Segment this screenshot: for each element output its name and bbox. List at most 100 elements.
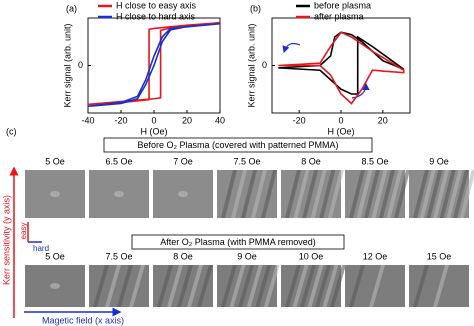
domain-stripe bbox=[349, 170, 365, 218]
loop-line bbox=[278, 31, 405, 95]
domain-stripe bbox=[330, 265, 346, 307]
domain-stripe bbox=[386, 170, 403, 218]
kerr-image bbox=[409, 170, 474, 218]
kerr-image bbox=[217, 170, 277, 218]
field-label: 12 Oe bbox=[363, 251, 388, 261]
kerr-image bbox=[281, 170, 344, 218]
sweep-arrow bbox=[282, 42, 301, 54]
domain-stripe bbox=[453, 170, 469, 218]
y-axis-label: Kerr signal (arb. unit) bbox=[246, 23, 256, 107]
x-tick-label: -20 bbox=[114, 115, 127, 125]
field-label: 9 Oe bbox=[237, 251, 257, 261]
domain-stripe bbox=[263, 265, 280, 307]
domain-stripe bbox=[394, 170, 410, 218]
kerr-image bbox=[345, 265, 405, 307]
kerr-image bbox=[89, 170, 149, 218]
domain-stripe bbox=[93, 265, 109, 307]
domain-stripe bbox=[255, 265, 272, 307]
domain-stripe bbox=[105, 265, 121, 307]
domain-stripe bbox=[379, 170, 395, 218]
hard-label: hard bbox=[33, 244, 49, 253]
domain-stripe bbox=[251, 170, 267, 218]
field-label: 7 Oe bbox=[173, 156, 193, 166]
domain-stripe bbox=[261, 170, 277, 218]
field-label: 7.5 Oe bbox=[105, 251, 132, 261]
domain-stripe bbox=[285, 265, 301, 307]
x-tick-label: -20 bbox=[293, 115, 306, 125]
loop-line bbox=[87, 21, 221, 106]
domain-spot bbox=[114, 191, 124, 197]
field-label: 5 Oe bbox=[45, 251, 65, 261]
legend-label: before plasma bbox=[314, 0, 371, 10]
domain-stripe bbox=[157, 265, 173, 307]
kerr-image bbox=[25, 170, 85, 218]
legend-label: H close to easy axis bbox=[116, 0, 197, 10]
field-label: 10 Oe bbox=[299, 251, 324, 261]
domain-stripe bbox=[177, 265, 193, 307]
domain-stripe bbox=[229, 265, 246, 307]
domain-stripe bbox=[413, 265, 429, 307]
y-arrow-label: Kerr sensitivity (y axis) bbox=[1, 195, 11, 285]
domain-stripe bbox=[315, 265, 331, 307]
x-tick-label: 20 bbox=[182, 115, 192, 125]
domain-stripe bbox=[285, 170, 301, 218]
domain-stripe bbox=[459, 170, 474, 218]
y-tick-label: 0 bbox=[262, 60, 267, 70]
kerr-image bbox=[153, 170, 213, 218]
domain-stripe bbox=[356, 170, 373, 218]
x-axis-label: H (Oe) bbox=[141, 126, 168, 136]
domain-stripe bbox=[307, 265, 324, 307]
domain-spot bbox=[178, 191, 188, 197]
panel-label: (b) bbox=[250, 3, 261, 13]
field-label: 9 Oe bbox=[429, 156, 449, 166]
sweep-arrow bbox=[351, 82, 370, 99]
kerr-image bbox=[217, 265, 280, 307]
x-tick-label: 20 bbox=[378, 115, 388, 125]
field-label: 6.5 Oe bbox=[105, 156, 132, 166]
domain-stripe bbox=[433, 265, 449, 307]
domain-stripe bbox=[439, 170, 456, 218]
x-tick-label: -40 bbox=[81, 115, 94, 125]
domain-stripe bbox=[319, 170, 336, 218]
kerr-image bbox=[25, 265, 85, 307]
kerr-image bbox=[409, 265, 469, 307]
y-tick-label: 0 bbox=[78, 60, 83, 70]
domain-stripe bbox=[433, 170, 449, 218]
domain-stripe bbox=[117, 265, 133, 307]
x-tick-label: 0 bbox=[338, 115, 343, 125]
domain-stripe bbox=[413, 170, 429, 218]
field-label: 8 Oe bbox=[301, 156, 321, 166]
domain-stripe bbox=[302, 170, 319, 218]
domain-stripe bbox=[292, 265, 309, 307]
domain-stripe bbox=[187, 265, 203, 307]
y-axis-label: Kerr signal (arb. unit) bbox=[62, 23, 72, 107]
domain-stripe bbox=[221, 170, 237, 218]
loop-line bbox=[278, 31, 405, 105]
title-box bbox=[103, 137, 373, 153]
x-axis-label: H (Oe) bbox=[328, 126, 355, 136]
domain-stripe bbox=[446, 170, 463, 218]
row-title: After O₂ Plasma (with PMMA removed) bbox=[160, 237, 316, 247]
domain-stripe bbox=[322, 265, 339, 307]
domain-stripe bbox=[310, 170, 327, 218]
domain-stripe bbox=[241, 170, 257, 218]
kerr-image bbox=[153, 265, 213, 307]
domain-stripe bbox=[349, 265, 365, 307]
domain-stripe bbox=[167, 265, 183, 307]
panel-label: (c) bbox=[6, 126, 17, 136]
field-label: 7.5 Oe bbox=[233, 156, 260, 166]
legend-label: after plasma bbox=[314, 11, 364, 21]
domain-stripe bbox=[246, 265, 263, 307]
domain-stripe bbox=[238, 265, 255, 307]
easy-label: easy bbox=[19, 223, 28, 240]
domain-stripe bbox=[364, 170, 380, 218]
kerr-image bbox=[281, 265, 346, 307]
domain-stripe bbox=[371, 170, 388, 218]
x-tick-label: 40 bbox=[215, 115, 225, 125]
domain-stripe bbox=[419, 170, 436, 218]
kerr-image bbox=[89, 265, 149, 307]
domain-spot bbox=[50, 283, 60, 289]
domain-stripe bbox=[327, 170, 344, 218]
x-arrow-label: Magetic field (x axis) bbox=[42, 315, 124, 325]
